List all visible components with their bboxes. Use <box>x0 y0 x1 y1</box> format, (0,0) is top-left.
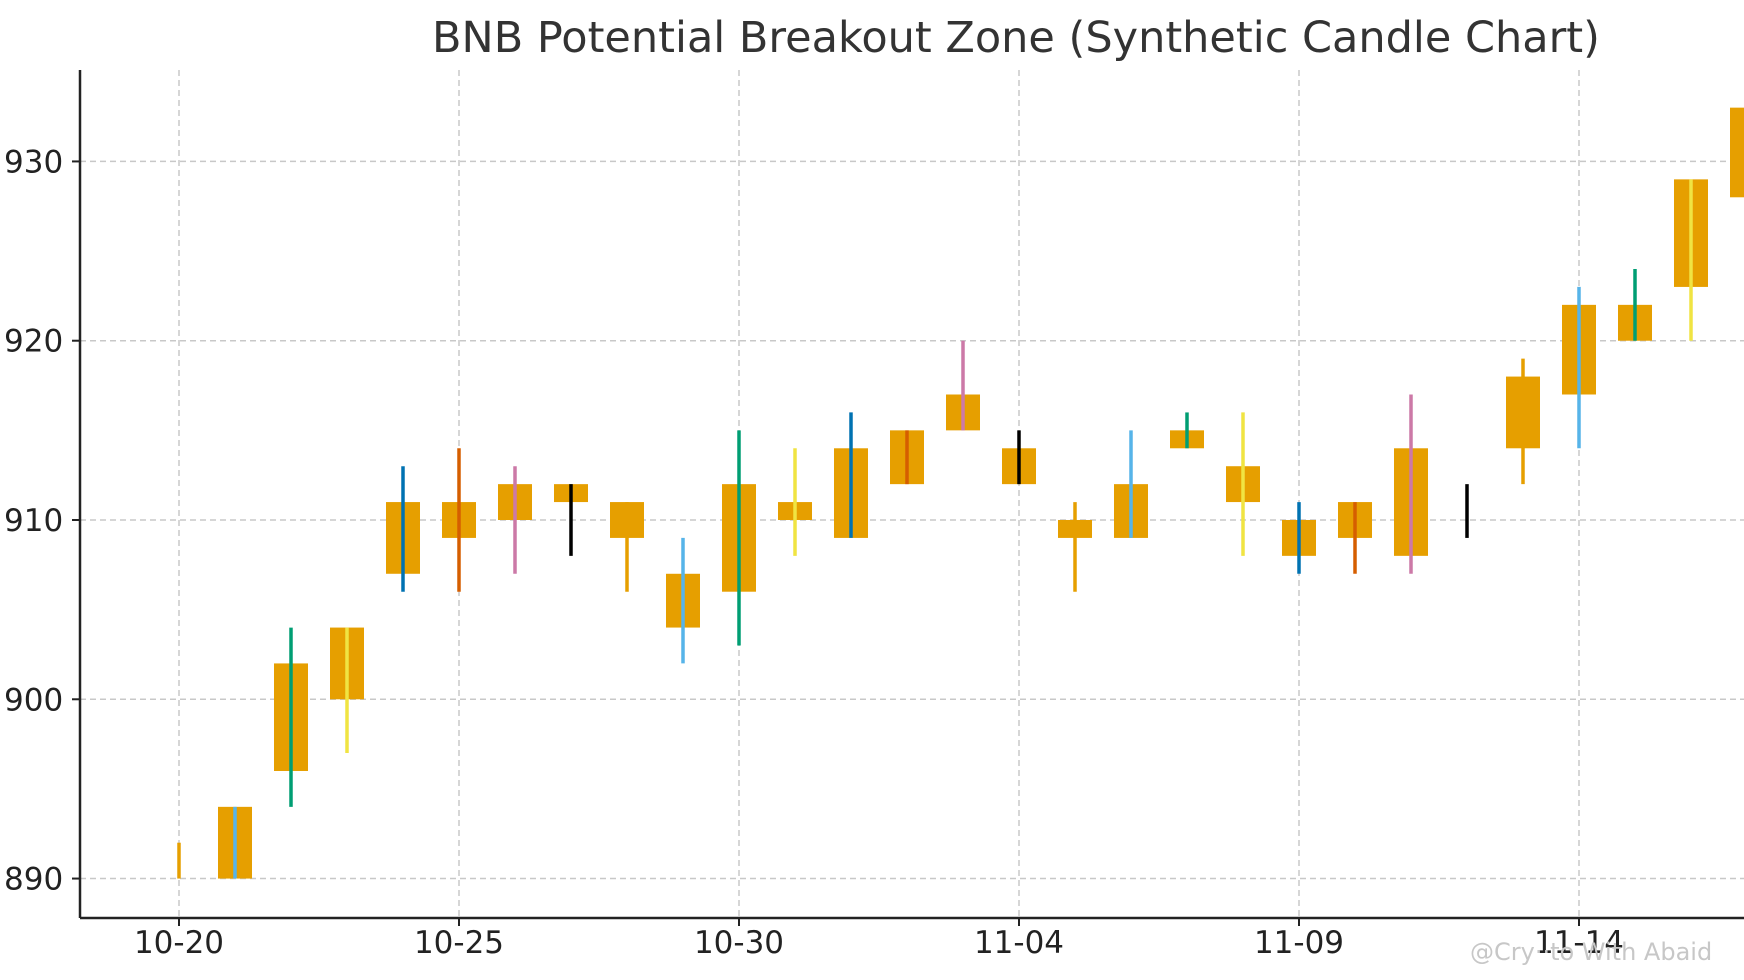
x-tick-label: 10-20 <box>134 925 224 961</box>
y-tick-label: 910 <box>4 503 63 539</box>
x-tick-label: 10-30 <box>694 925 784 961</box>
x-tick-label: 11-09 <box>1254 925 1344 961</box>
x-tick-label: 10-25 <box>414 925 504 961</box>
chart-title: BNB Potential Breakout Zone (Synthetic C… <box>432 13 1600 63</box>
y-tick-label: 930 <box>4 144 63 180</box>
candle-body <box>1730 107 1744 198</box>
watermark-text: @Cry··to With Abaid <box>1470 938 1713 966</box>
grid-lines <box>80 70 1744 918</box>
y-tick-label: 920 <box>4 324 63 360</box>
x-tick-label: 11-14 <box>1534 925 1624 961</box>
tick-labels: 890 900 910 920 930 10-20 10-25 10-30 11-04 11-09… <box>4 144 1624 961</box>
candles <box>177 107 1744 879</box>
x-tick-label: 11-04 <box>974 925 1064 961</box>
axes <box>72 70 1744 926</box>
y-tick-label: 900 <box>4 682 63 718</box>
y-tick-label: 890 <box>4 862 63 898</box>
